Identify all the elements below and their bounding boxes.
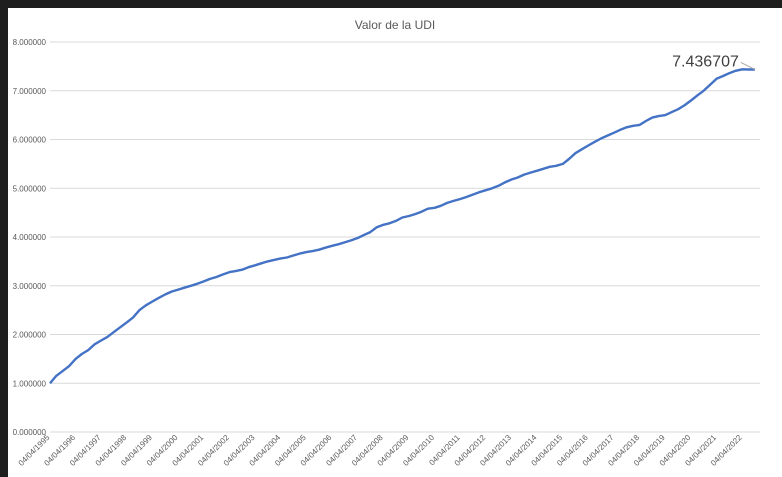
- y-axis-ticks: 0.000000 1.000000 2.000000 3.000000 4.000000…: [13, 38, 47, 437]
- udi-value-line: [49, 68, 755, 385]
- chart-title: Valor de la UDI: [355, 18, 435, 32]
- y-tick-label: 1.000000: [13, 379, 47, 388]
- y-tick-label: 4.000000: [13, 233, 47, 242]
- y-tick-label: 5.000000: [13, 184, 47, 193]
- y-tick-label: 6.000000: [13, 136, 47, 145]
- last-value-annotation: 7.436707: [672, 53, 739, 70]
- y-tick-label: 7.000000: [13, 87, 47, 96]
- line-chart: Valor de la UDI 0.000000 1.000000 2.000000…: [13, 18, 760, 468]
- y-tick-label: 8.000000: [13, 38, 47, 47]
- y-tick-label: 2.000000: [13, 331, 47, 340]
- annotation-leader-line: [740, 62, 756, 70]
- gridlines: [50, 41, 760, 433]
- y-tick-label: 3.000000: [13, 282, 47, 291]
- y-tick-label: 0.000000: [13, 428, 47, 437]
- chart-area: Valor de la UDI 0.000000 1.000000 2.000000…: [8, 8, 782, 477]
- x-axis-ticks: 04/04/199504/04/199604/04/199704/04/1998…: [17, 433, 744, 468]
